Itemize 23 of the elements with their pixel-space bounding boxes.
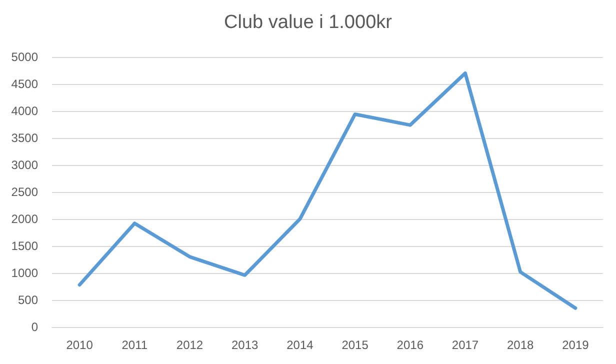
y-tick-label: 2000 bbox=[11, 212, 38, 226]
y-tick-label: 5000 bbox=[11, 50, 38, 64]
y-tick-label: 1000 bbox=[11, 266, 38, 280]
x-tick-label: 2012 bbox=[176, 338, 204, 352]
x-tick-label: 2015 bbox=[342, 338, 369, 352]
x-tick-label: 2010 bbox=[66, 338, 94, 352]
y-tick-label: 1500 bbox=[11, 239, 38, 253]
x-tick-label: 2018 bbox=[507, 338, 534, 352]
chart-title: Club value i 1.000kr bbox=[224, 12, 393, 33]
y-tick-label: 500 bbox=[18, 293, 38, 307]
y-tick-label: 4500 bbox=[11, 77, 38, 91]
y-tick-label: 4000 bbox=[11, 104, 38, 118]
y-tick-label: 3000 bbox=[11, 158, 38, 172]
x-tick-label: 2017 bbox=[452, 338, 479, 352]
x-tick-label: 2013 bbox=[232, 338, 259, 352]
y-tick-label: 3500 bbox=[11, 131, 38, 145]
line-series bbox=[78, 71, 578, 310]
x-tick-label: 2016 bbox=[396, 338, 424, 352]
x-tick-label: 2011 bbox=[122, 338, 148, 352]
x-tick-label: 2014 bbox=[286, 338, 314, 352]
y-tick-label: 0 bbox=[31, 320, 38, 334]
x-tick-label: 2019 bbox=[562, 338, 590, 352]
y-tick-label: 2500 bbox=[11, 185, 38, 199]
